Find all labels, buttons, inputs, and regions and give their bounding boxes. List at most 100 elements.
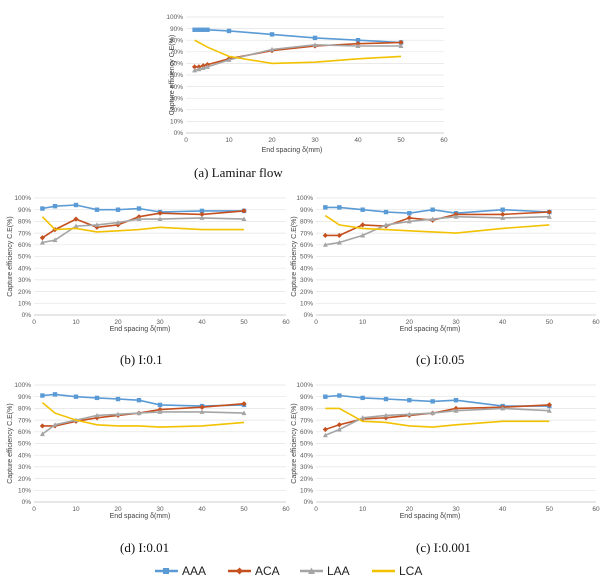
data-point-laa <box>360 415 366 420</box>
y-tick-label: 50% <box>300 441 313 448</box>
data-point-aaa <box>407 398 412 403</box>
x-tick-label: 20 <box>114 319 122 326</box>
data-point-aaa <box>94 207 100 212</box>
y-tick-label: 20% <box>18 476 31 483</box>
data-point-aca <box>546 209 552 215</box>
data-point-aca <box>94 224 100 230</box>
data-point-laa <box>406 218 412 224</box>
x-tick-label: 10 <box>359 319 367 326</box>
y-tick-label: 80% <box>170 37 183 44</box>
caption-c-0-05: (c) I:0.05 <box>416 352 464 367</box>
x-tick-label: 20 <box>406 319 414 326</box>
y-tick-label: 70% <box>18 417 31 424</box>
data-point-aaa <box>323 394 328 399</box>
y-tick-label: 90% <box>18 394 31 401</box>
data-point-laa <box>383 222 389 227</box>
data-point-aaa <box>407 211 412 216</box>
y-tick-label: 0% <box>304 499 314 506</box>
caption-c-0-001: (c) I:0.001 <box>416 540 471 555</box>
data-point-aca <box>322 232 328 239</box>
legend-label-laa: LAA <box>327 564 350 578</box>
data-point-laa <box>199 409 205 414</box>
data-point-laa <box>383 412 389 418</box>
data-point-aca <box>94 415 100 421</box>
y-tick-label: 0% <box>22 499 32 506</box>
x-tick-label: 60 <box>282 319 290 326</box>
x-tick-label: 30 <box>156 319 164 326</box>
y-tick-label: 30% <box>300 464 313 471</box>
data-point-laa <box>39 431 45 437</box>
series-line-lca <box>41 401 245 428</box>
series-line-lca <box>325 407 550 428</box>
legend-item-laa: LAA <box>300 564 350 578</box>
data-point-laa <box>453 408 459 413</box>
y-axis-title: Capture efficiency C.E(%) <box>291 216 298 296</box>
x-tick-label: 50 <box>546 506 554 513</box>
x-tick-label: 40 <box>499 506 507 513</box>
data-point-aca <box>500 211 506 217</box>
x-tick-label: 10 <box>225 137 233 144</box>
x-axis-title: End spacing δ(mm) <box>400 513 461 520</box>
data-point-aaa <box>430 207 435 212</box>
data-point-aca <box>546 402 552 408</box>
series-line-laa <box>325 215 550 246</box>
data-point-laa <box>157 409 163 414</box>
legend-item-lca: LCA <box>372 564 422 578</box>
x-tick-label: 0 <box>314 319 318 326</box>
data-point-aaa <box>192 27 197 32</box>
data-point-laa <box>500 215 506 220</box>
data-point-laa <box>360 232 366 238</box>
y-tick-label: 0% <box>304 312 314 319</box>
caption-b: (b) I:0.1 <box>120 352 163 367</box>
chart-1: 0% 10% 20% 30% 40% 50% 60% 70% 80% 90% 100% 0 10 20 30… <box>7 195 290 333</box>
data-point-laa <box>157 216 163 222</box>
y-tick-label: 30% <box>170 95 183 102</box>
data-point-laa <box>355 43 361 48</box>
series-line-aaa <box>325 206 550 215</box>
x-axis-title: End spacing δ(mm) <box>110 513 171 520</box>
y-tick-label: 20% <box>300 476 313 483</box>
data-point-laa <box>336 239 342 245</box>
data-point-aaa <box>94 395 100 401</box>
x-tick-label: 50 <box>546 319 554 326</box>
y-tick-label: 20% <box>170 107 183 114</box>
legend-label-aaa: AAA <box>182 564 206 578</box>
data-point-aaa <box>430 399 435 404</box>
x-tick-label: 20 <box>406 506 414 513</box>
y-tick-label: 30% <box>18 277 31 284</box>
data-point-aaa <box>199 208 205 214</box>
y-axis-title: Capture efficiency C.E(%) <box>169 35 176 115</box>
y-tick-label: 20% <box>18 289 31 296</box>
y-tick-label: 100% <box>166 14 183 21</box>
x-tick-label: 0 <box>314 506 318 513</box>
legend-label-aca: ACA <box>255 564 280 578</box>
data-point-laa <box>406 411 412 417</box>
data-point-aca <box>398 39 404 46</box>
data-point-laa <box>546 214 552 219</box>
data-point-laa <box>430 410 436 416</box>
y-tick-label: 20% <box>300 289 313 296</box>
series-line-aca <box>42 402 245 427</box>
data-point-aaa <box>40 393 45 398</box>
x-tick-label: 40 <box>499 319 507 326</box>
data-point-laa <box>52 422 58 427</box>
series-line-lca <box>324 214 550 234</box>
series-line-aaa <box>42 393 245 407</box>
caption-a: (a) Laminar flow <box>194 165 283 180</box>
data-point-aca <box>336 422 342 428</box>
chart-0: 0% 10% 20% 30% 40% 50% 60% 70% 80% 90% 100% 0 10 20 30… <box>166 14 448 154</box>
y-tick-label: 90% <box>170 26 183 33</box>
data-point-aaa <box>201 27 206 32</box>
y-tick-label: 90% <box>300 394 313 401</box>
y-tick-label: 50% <box>18 441 31 448</box>
y-tick-label: 90% <box>18 207 31 214</box>
data-point-aaa <box>40 206 45 211</box>
x-tick-label: 30 <box>311 137 319 144</box>
y-tick-label: 10% <box>18 301 31 308</box>
y-tick-label: 40% <box>300 452 313 459</box>
data-point-aaa <box>157 402 163 408</box>
data-point-laa <box>136 410 142 416</box>
y-tick-label: 100% <box>14 195 31 202</box>
chart-panels: 0%10%20%30%40%50%60%70%80%90%100%0 10 20 30… <box>7 14 600 520</box>
data-point-laa <box>322 242 328 247</box>
